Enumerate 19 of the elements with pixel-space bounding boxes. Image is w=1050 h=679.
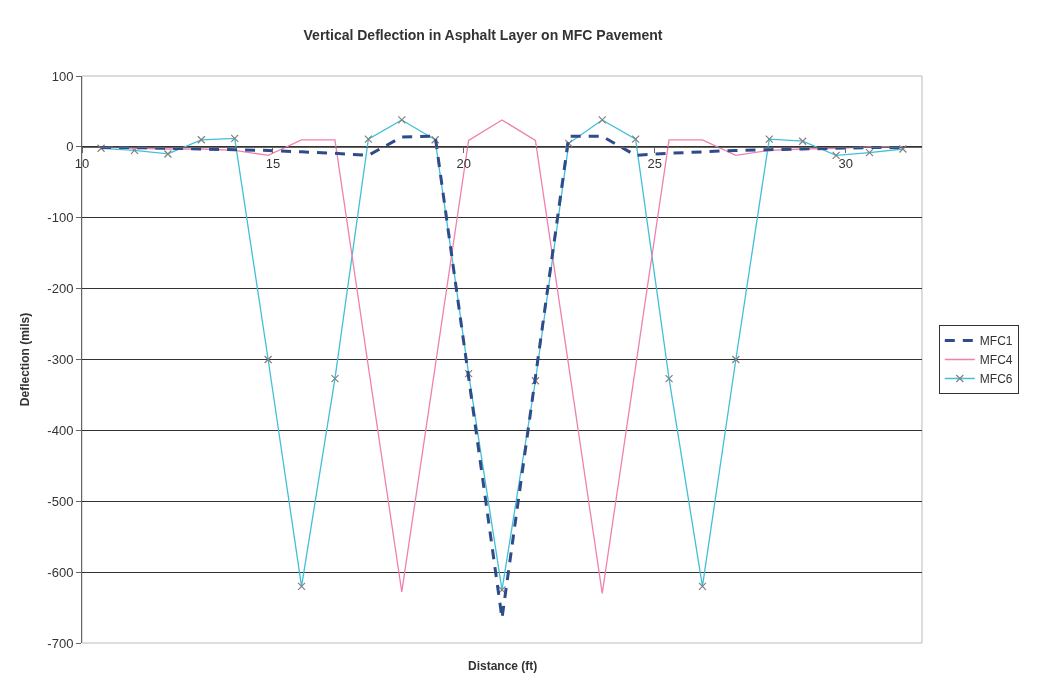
legend-label: MFC6 <box>979 372 1013 387</box>
chart-title: Vertical Deflection in Asphalt Layer on MFC Pavement <box>303 27 663 44</box>
x-axis-title: Distance (ft) <box>468 659 538 673</box>
y-axis-title: Deflection (mils) <box>17 312 32 407</box>
y-tick-label: -700 <box>47 635 74 651</box>
x-tick-label: 25 <box>647 156 662 172</box>
y-tick-label: -100 <box>47 210 74 226</box>
y-tick-label: -300 <box>47 352 74 368</box>
legend-label: MFC4 <box>979 353 1013 368</box>
y-tick-label: -600 <box>47 564 74 580</box>
y-tick-label: -400 <box>47 422 74 438</box>
y-tick-label: -200 <box>47 281 74 297</box>
x-tick-label: 20 <box>456 156 472 172</box>
y-tick-label: 100 <box>51 68 74 84</box>
x-tick-label: 30 <box>838 156 853 172</box>
legend-label: MFC1 <box>979 334 1013 349</box>
x-tick-label: 15 <box>265 156 281 172</box>
y-tick-label: -500 <box>47 493 74 509</box>
y-tick-label: 0 <box>66 139 74 155</box>
